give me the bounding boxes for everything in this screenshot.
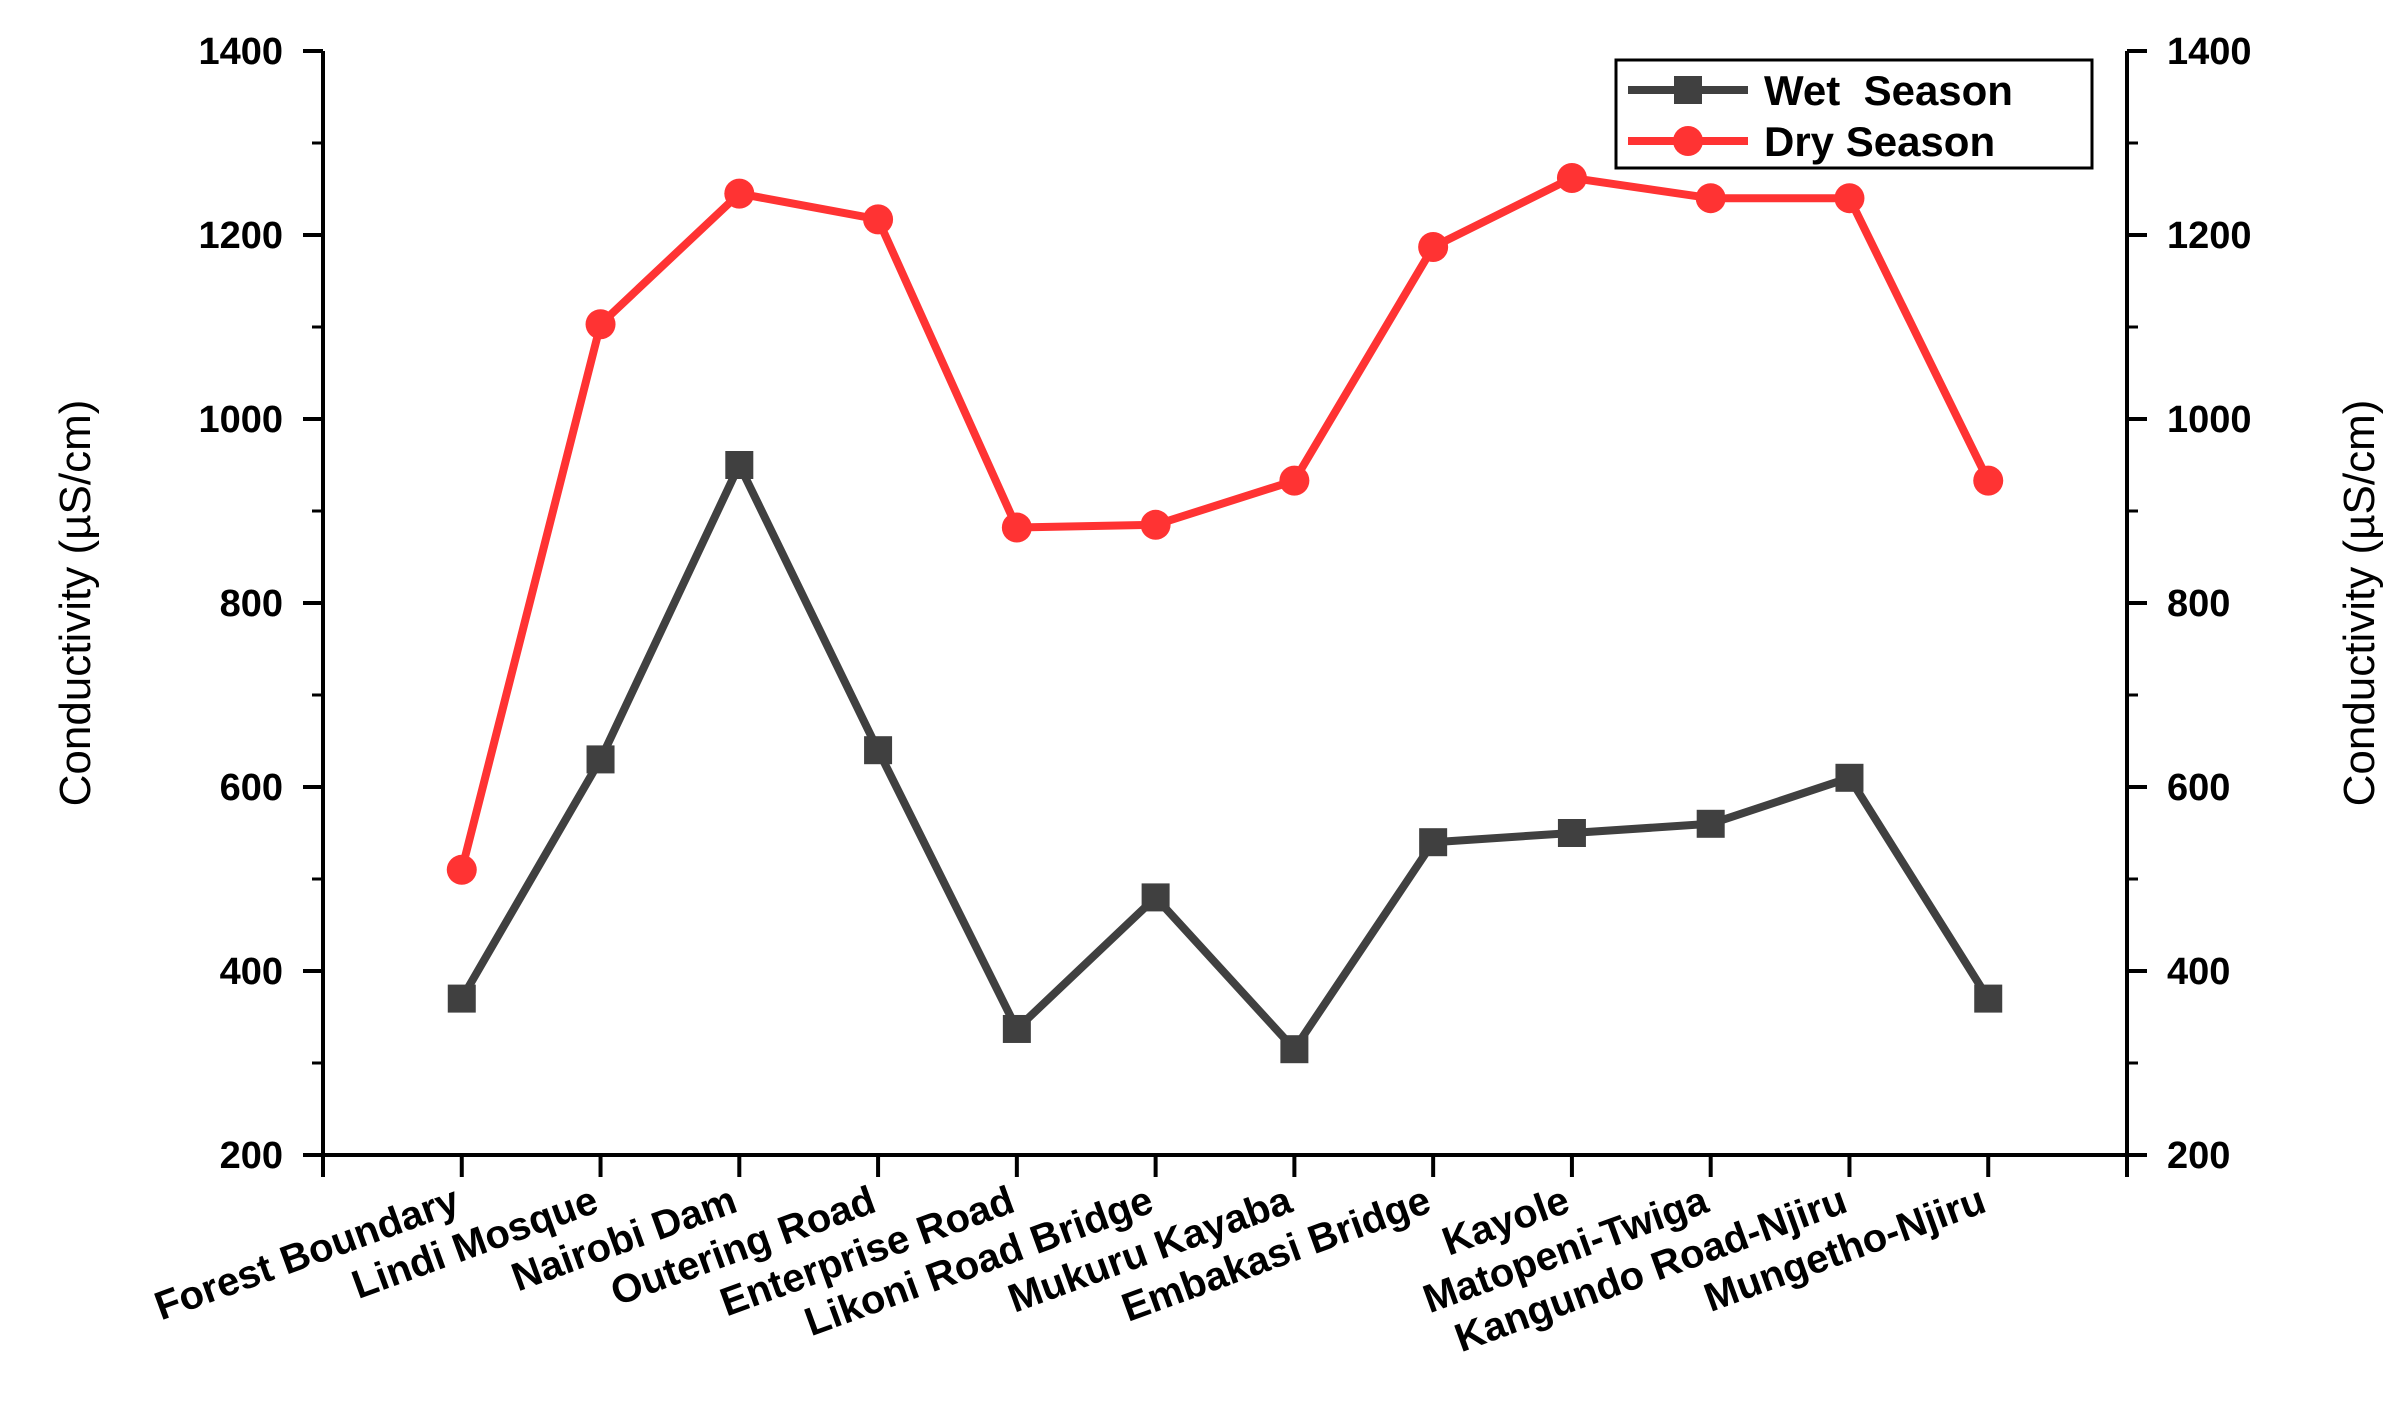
data-point (724, 178, 755, 209)
series-line-0 (458, 461, 1992, 1054)
legend-marker (1673, 126, 1703, 156)
y-tick-label-left: 600 (220, 767, 283, 809)
y-tick-label-left: 400 (220, 951, 283, 993)
y-tick-label-right: 200 (2167, 1135, 2230, 1177)
data-point (1557, 819, 1586, 847)
data-point (1835, 763, 1864, 792)
data-point (725, 451, 754, 479)
data-point (586, 745, 615, 774)
data-point (1279, 465, 1310, 496)
data-point (1696, 809, 1725, 838)
data-point (1140, 509, 1171, 540)
y-tick-label-left: 1400 (198, 31, 283, 73)
data-point (446, 854, 477, 885)
series-layer (446, 162, 2004, 1064)
legend-marker (1674, 76, 1702, 104)
data-point (1834, 183, 1865, 214)
data-point (1973, 465, 2004, 496)
y-tick-label-right: 600 (2167, 767, 2230, 809)
data-point (1001, 512, 1032, 543)
data-point (1556, 162, 1587, 193)
data-point (1280, 1035, 1309, 1064)
data-point (1419, 828, 1448, 857)
data-point (1002, 1014, 1031, 1043)
labels: 200 200 400 400 600 600 800 800 1000 1000 1200 1200… (51, 31, 2384, 1361)
y-tick-label-right: 1200 (2167, 215, 2252, 257)
y-tick-label-right: 800 (2167, 583, 2230, 625)
data-point (1418, 231, 1449, 262)
data-point (585, 309, 616, 340)
data-point (863, 204, 894, 235)
y-tick-label-left: 800 (220, 583, 283, 625)
series-line-1 (457, 173, 1992, 871)
y-tick-label-left: 1200 (198, 215, 283, 257)
data-point (1141, 883, 1170, 912)
y-tick-label-right: 1400 (2167, 31, 2252, 73)
y-axis-title-right: Conductivity (µS/cm) (2335, 400, 2384, 807)
y-axis-title-left: Conductivity (µS/cm) (51, 400, 100, 807)
legend-label: Wet Season (1764, 67, 2013, 114)
data-point (447, 984, 476, 1013)
y-tick-label-right: 1000 (2167, 399, 2252, 441)
data-point (1974, 984, 2003, 1013)
y-tick-label-left: 200 (220, 1135, 283, 1177)
data-point (1695, 183, 1726, 214)
axes (303, 49, 2147, 1177)
y-tick-label-left: 1000 (198, 399, 283, 441)
y-tick-label-right: 400 (2167, 951, 2230, 993)
legend-label: Dry Season (1764, 118, 1995, 165)
data-point (864, 736, 893, 765)
